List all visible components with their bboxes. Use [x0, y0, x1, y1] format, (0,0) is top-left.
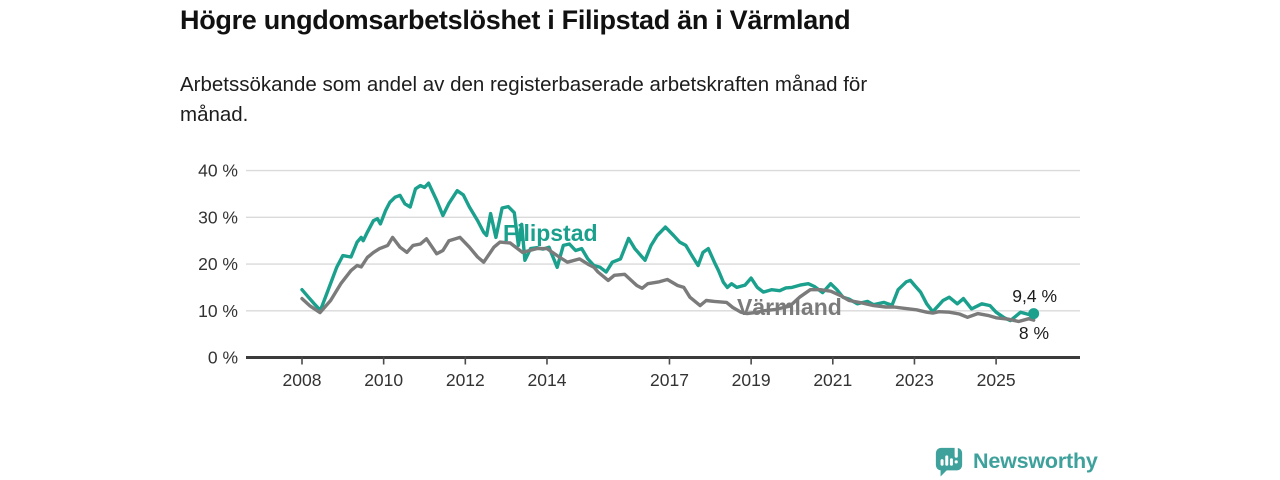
x-tick-label: 2017: [650, 370, 689, 390]
x-tick-label: 2023: [895, 370, 934, 390]
y-tick-label: 10 %: [198, 301, 238, 321]
series-label-varmland: Värmland: [737, 294, 842, 320]
x-tick-label: 2025: [977, 370, 1016, 390]
newsworthy-logo-icon: [935, 445, 963, 477]
end-label-filipstad: 9,4 %: [1012, 286, 1057, 306]
series-label-filipstad: Filipstad: [503, 220, 598, 246]
chart-subtitle-line1: Arbetssökande som andel av den registerb…: [180, 73, 868, 96]
chart-title: Högre ungdomsarbetslöshet i Filipstad än…: [180, 5, 851, 35]
varmland-line: [300, 235, 1036, 324]
x-tick-label: 2010: [364, 370, 403, 390]
y-tick-label: 20 %: [198, 254, 238, 274]
y-tick-label: 40 %: [198, 161, 238, 181]
filipstad-line: [300, 181, 1036, 323]
x-tick-label: 2021: [813, 370, 852, 390]
end-label-varmland: 8 %: [1019, 323, 1049, 343]
x-tick-label: 2019: [732, 370, 771, 390]
x-tick-label: 2012: [446, 370, 485, 390]
filipstad-end-dot: [1028, 308, 1040, 320]
x-tick-label: 2014: [528, 370, 567, 390]
x-tick-label: 2008: [283, 370, 322, 390]
y-tick-label: 30 %: [198, 207, 238, 227]
y-tick-label: 0 %: [208, 348, 238, 368]
chart-subtitle-line2: månad.: [180, 102, 249, 126]
newsworthy-logo: Newsworthy: [934, 444, 1098, 478]
newsworthy-logo-text: Newsworthy: [973, 448, 1098, 473]
chart-subtitle: Arbetssökande som andel av den registerb…: [180, 70, 867, 129]
